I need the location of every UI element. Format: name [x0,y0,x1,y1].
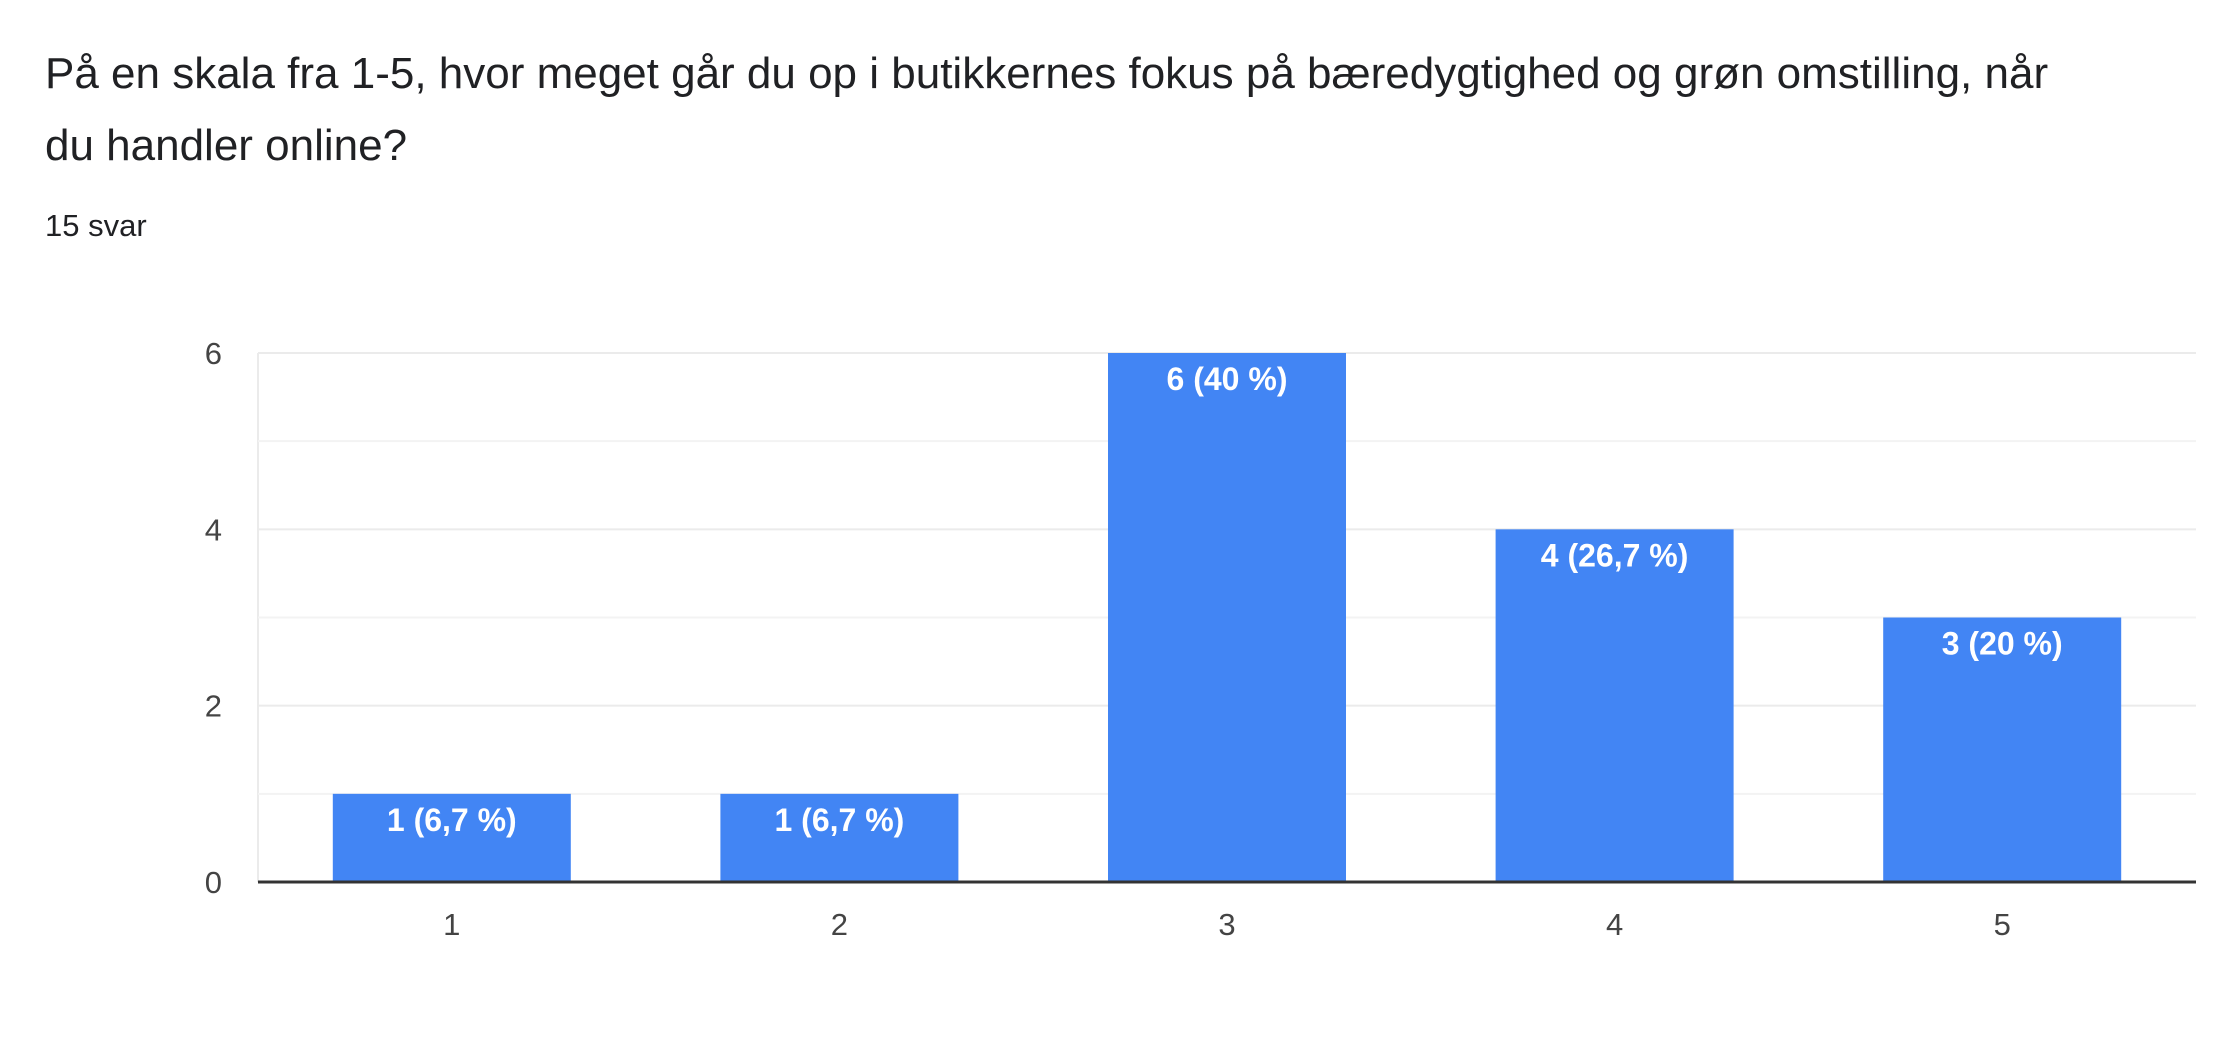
bar [1883,617,2122,882]
bar [1108,353,1346,882]
bar-value-label: 1 (6,7 %) [387,802,517,838]
bar [720,793,959,882]
bar [332,793,571,882]
bar-value-label: 6 (40 %) [1167,361,1288,397]
bar-value-label: 4 (26,7 %) [1541,537,1689,573]
response-count: 15 svar [45,208,147,243]
bar [1495,529,1734,882]
x-tick-label: 1 [443,907,460,942]
x-tick-label: 4 [1606,907,1623,942]
x-tick-label: 2 [831,907,848,942]
bar-value-label: 1 (6,7 %) [774,802,904,838]
y-tick-label: 6 [205,336,222,371]
y-tick-label: 2 [205,689,222,724]
y-tick-label: 0 [205,865,222,900]
y-tick-label: 4 [205,512,222,547]
x-tick-label: 5 [1994,907,2011,942]
question-title: På en skala fra 1-5, hvor meget går du o… [45,49,2049,170]
x-tick-label: 3 [1218,907,1235,942]
bar-value-label: 3 (20 %) [1942,626,2063,662]
